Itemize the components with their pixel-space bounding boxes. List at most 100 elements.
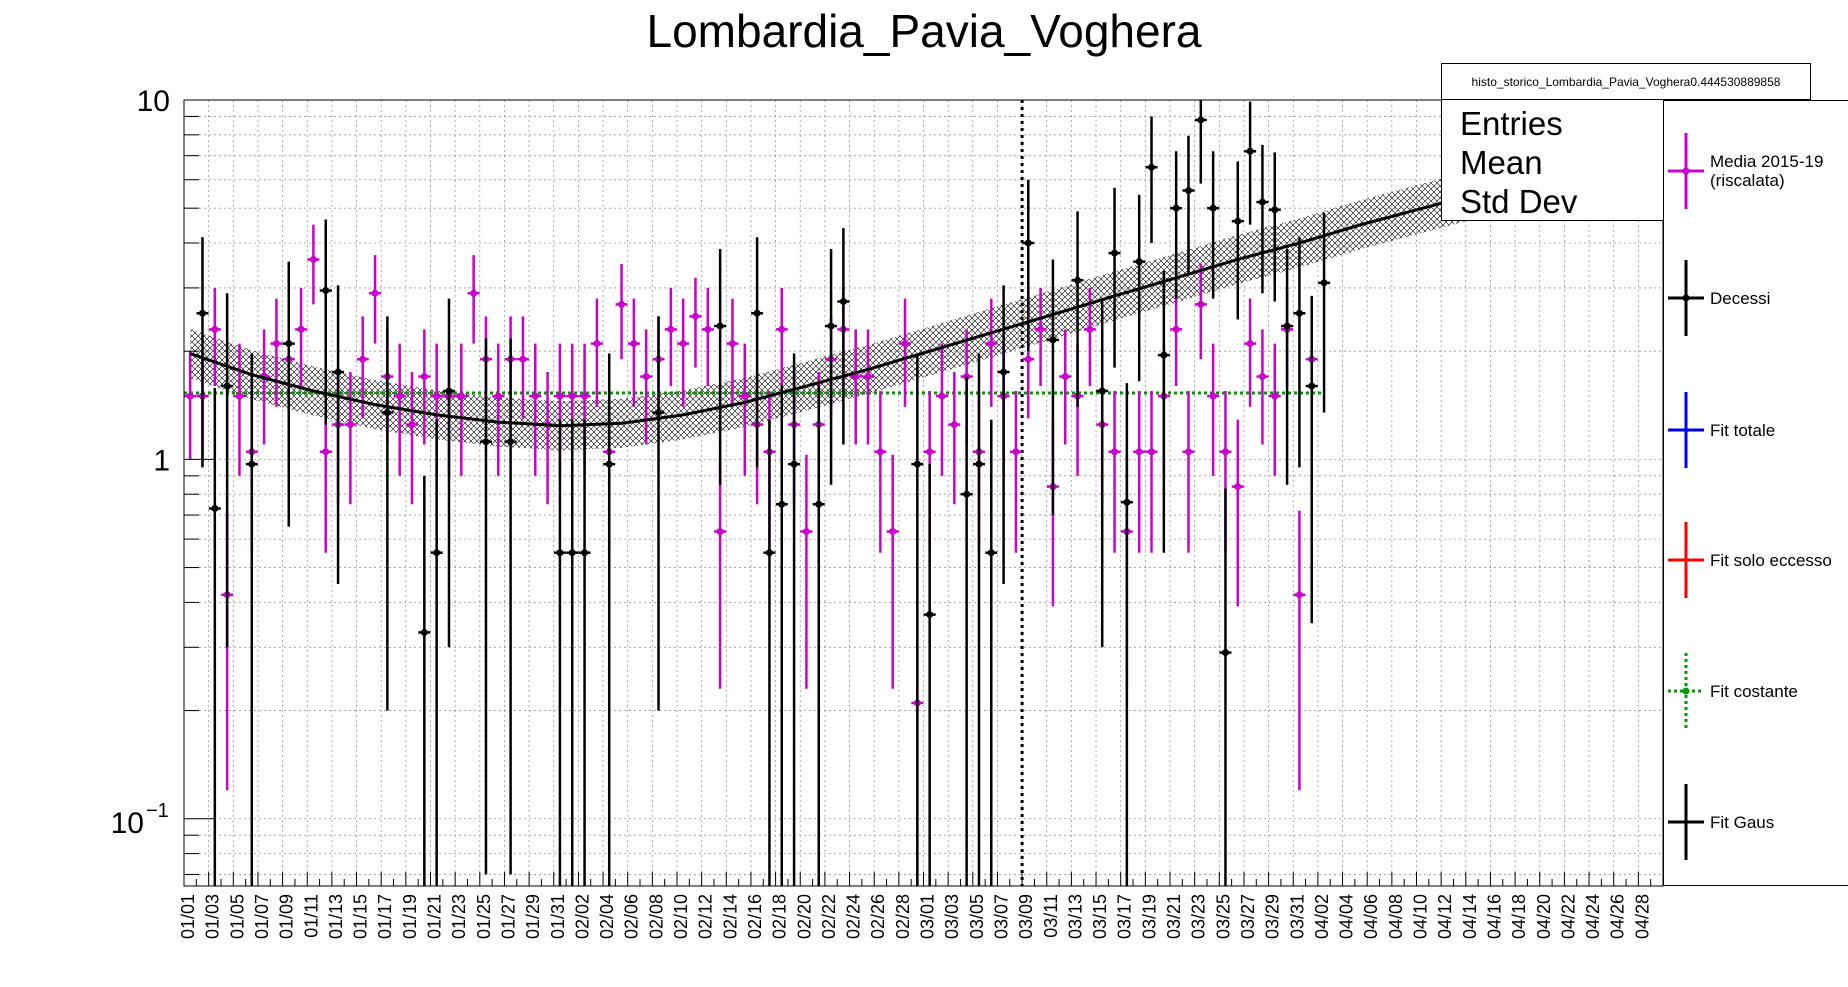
decessi-point bbox=[282, 261, 295, 527]
legend-label: Decessi bbox=[1710, 288, 1771, 308]
decessi-point-marker bbox=[1234, 217, 1242, 225]
media-point bbox=[726, 298, 739, 407]
x-tick-label: 04/10 bbox=[1411, 894, 1431, 939]
x-tick-label: 02/04 bbox=[597, 894, 617, 939]
media-point bbox=[295, 287, 308, 387]
decessi-point bbox=[960, 376, 973, 886]
media-point-marker bbox=[852, 373, 860, 381]
x-tick-label: 01/25 bbox=[474, 894, 494, 939]
media-point bbox=[418, 329, 431, 445]
y-tick-label: 1 bbox=[153, 444, 170, 477]
x-tick-label: 03/19 bbox=[1139, 894, 1159, 939]
media-point-marker bbox=[359, 355, 367, 363]
x-tick-label: 04/22 bbox=[1558, 894, 1578, 939]
x-tick-label: 02/14 bbox=[720, 894, 740, 939]
x-tick-label: 02/12 bbox=[696, 894, 716, 939]
x-tick-label: 02/24 bbox=[844, 894, 864, 939]
media-point bbox=[1268, 343, 1281, 476]
media-point bbox=[1231, 419, 1244, 607]
x-tick-label: 02/20 bbox=[794, 894, 814, 939]
decessi-point-marker bbox=[1111, 249, 1119, 257]
decessi-point bbox=[1256, 144, 1269, 294]
media-point bbox=[1207, 343, 1220, 476]
x-tick-label: 01/05 bbox=[227, 894, 247, 939]
media-point-marker bbox=[1184, 448, 1192, 456]
media-point bbox=[874, 390, 887, 553]
media-point bbox=[800, 454, 813, 689]
decessi-point bbox=[208, 387, 221, 886]
decessi-point-marker bbox=[827, 322, 835, 330]
decessi-point bbox=[812, 385, 825, 886]
media-point bbox=[985, 298, 998, 407]
media-point-marker bbox=[1221, 448, 1229, 456]
decessi-point-marker bbox=[482, 438, 490, 446]
media-point-marker bbox=[297, 325, 305, 333]
legend-label: Fit Gaus bbox=[1710, 812, 1775, 832]
legend-swatch bbox=[1668, 653, 1704, 729]
decessi-point-marker bbox=[1123, 498, 1131, 506]
x-tick-label: 01/21 bbox=[425, 894, 445, 939]
media-point-marker bbox=[679, 340, 687, 348]
decessi-point bbox=[1071, 211, 1084, 407]
media-point-marker bbox=[322, 448, 330, 456]
media-point-marker bbox=[1061, 373, 1069, 381]
decessi-point-marker bbox=[1049, 336, 1057, 344]
media-point-marker bbox=[408, 421, 416, 429]
x-tick-label: 03/29 bbox=[1263, 894, 1283, 939]
media-point-marker bbox=[568, 392, 576, 400]
decessi-point-marker bbox=[1098, 387, 1106, 395]
decessi-point-marker bbox=[211, 505, 219, 513]
decessi-point-marker bbox=[581, 549, 589, 557]
decessi-point-marker bbox=[420, 628, 428, 636]
decessi-point bbox=[985, 419, 998, 886]
media-point-marker bbox=[1271, 392, 1279, 400]
x-tick-label: 04/16 bbox=[1484, 894, 1504, 939]
decessi-point bbox=[479, 338, 492, 875]
decessi-point bbox=[1046, 259, 1059, 516]
legend-swatch bbox=[1668, 260, 1704, 336]
legend-swatch bbox=[1668, 133, 1704, 209]
decessi-point-marker bbox=[1283, 322, 1291, 330]
decessi-point-marker bbox=[753, 309, 761, 317]
y-tick-label: 10 bbox=[137, 85, 170, 118]
media-point bbox=[1182, 390, 1195, 553]
media-point-marker bbox=[1037, 325, 1045, 333]
x-tick-label: 03/17 bbox=[1115, 894, 1135, 939]
x-tick-label: 03/07 bbox=[991, 894, 1011, 939]
x-tick-label: 03/27 bbox=[1238, 894, 1258, 939]
decessi-point bbox=[972, 353, 985, 886]
decessi-point-marker bbox=[655, 409, 663, 417]
decessi-point bbox=[603, 353, 616, 886]
series-decessi bbox=[196, 100, 1331, 886]
media-point-marker bbox=[211, 325, 219, 333]
media-point-marker bbox=[309, 255, 317, 263]
media-point-marker bbox=[630, 340, 638, 348]
media-point-marker bbox=[691, 312, 699, 320]
media-point bbox=[1034, 287, 1047, 387]
media-point bbox=[627, 298, 640, 407]
x-tick-label: 03/31 bbox=[1287, 894, 1307, 939]
decessi-point bbox=[911, 353, 924, 886]
media-point-marker bbox=[531, 392, 539, 400]
media-point bbox=[1059, 329, 1072, 445]
decessi-point-marker bbox=[1221, 649, 1229, 657]
x-tick-label: 03/01 bbox=[918, 894, 938, 939]
x-tick-label: 01/03 bbox=[203, 894, 223, 939]
x-tick-label: 01/19 bbox=[400, 894, 420, 939]
legend-item: Fit costante bbox=[1664, 651, 1848, 731]
x-tick-label: 04/20 bbox=[1534, 894, 1554, 939]
x-tick-label: 01/15 bbox=[351, 894, 371, 939]
media-point bbox=[1293, 510, 1306, 791]
media-point-marker bbox=[420, 373, 428, 381]
media-point bbox=[1244, 298, 1257, 407]
media-point bbox=[1256, 329, 1269, 445]
media-point-marker bbox=[1295, 591, 1303, 599]
decessi-point bbox=[1281, 248, 1294, 485]
media-point bbox=[369, 255, 382, 344]
media-point-marker bbox=[1197, 300, 1205, 308]
decessi-point-marker bbox=[1271, 206, 1279, 214]
media-point bbox=[1145, 390, 1158, 553]
decessi-point-marker bbox=[926, 611, 934, 619]
decessi-point-marker bbox=[507, 438, 515, 446]
